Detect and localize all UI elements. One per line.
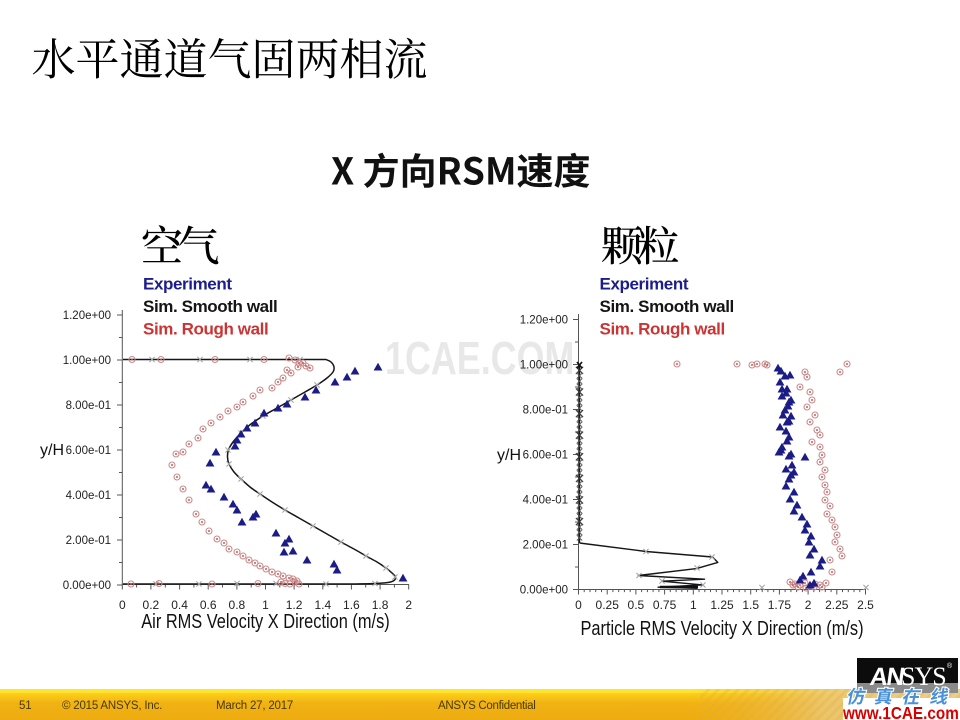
svg-text:0.00e+00: 0.00e+00 bbox=[520, 585, 568, 597]
svg-text:March 27, 2017: March 27, 2017 bbox=[216, 700, 293, 712]
svg-text:© 2015 ANSYS, Inc.: © 2015 ANSYS, Inc. bbox=[62, 700, 162, 712]
svg-text:2.5: 2.5 bbox=[857, 598, 874, 612]
svg-text:Sim. Smooth wall: Sim. Smooth wall bbox=[600, 297, 734, 316]
svg-text:Experiment: Experiment bbox=[143, 275, 232, 294]
svg-text:1: 1 bbox=[690, 598, 697, 612]
svg-text:0.00e+00: 0.00e+00 bbox=[63, 580, 111, 592]
svg-text:Sim. Smooth wall: Sim. Smooth wall bbox=[143, 297, 277, 316]
svg-text:1.75: 1.75 bbox=[768, 598, 792, 612]
svg-text:1.6: 1.6 bbox=[343, 598, 360, 612]
svg-text:Air RMS Velocity X Direction (: Air RMS Velocity X Direction (m/s) bbox=[141, 609, 389, 632]
svg-text:0: 0 bbox=[575, 598, 582, 612]
svg-text:AN: AN bbox=[868, 663, 905, 691]
svg-text:6.00e-01: 6.00e-01 bbox=[523, 450, 568, 462]
svg-text:2: 2 bbox=[805, 598, 812, 612]
svg-text:Experiment: Experiment bbox=[600, 275, 689, 294]
svg-text:0.5: 0.5 bbox=[628, 598, 645, 612]
svg-text:8.00e-01: 8.00e-01 bbox=[66, 400, 111, 412]
svg-text:Particle RMS Velocity X Direct: Particle RMS Velocity X Direction (m/s) bbox=[580, 616, 863, 639]
svg-text:0: 0 bbox=[119, 598, 126, 612]
svg-text:0.4: 0.4 bbox=[171, 598, 188, 612]
svg-text:4.00e-01: 4.00e-01 bbox=[523, 495, 568, 507]
svg-text:1.25: 1.25 bbox=[710, 598, 734, 612]
svg-text:y/H: y/H bbox=[497, 447, 521, 464]
svg-text:0.25: 0.25 bbox=[596, 598, 620, 612]
svg-text:2.00e-01: 2.00e-01 bbox=[523, 540, 568, 552]
svg-text:0.8: 0.8 bbox=[229, 598, 246, 612]
svg-text:www.1CAE.com: www.1CAE.com bbox=[842, 703, 959, 720]
svg-text:ANSYS Confidential: ANSYS Confidential bbox=[438, 700, 536, 712]
svg-text:6.00e-01: 6.00e-01 bbox=[66, 445, 111, 457]
svg-text:2: 2 bbox=[405, 598, 412, 612]
svg-text:8.00e-01: 8.00e-01 bbox=[523, 405, 568, 417]
svg-text:2.00e-01: 2.00e-01 bbox=[66, 535, 111, 547]
svg-text:0.2: 0.2 bbox=[143, 598, 160, 612]
svg-text:Sim. Rough wall: Sim. Rough wall bbox=[600, 320, 725, 339]
svg-text:4.00e-01: 4.00e-01 bbox=[66, 490, 111, 502]
svg-text:1.20e+00: 1.20e+00 bbox=[63, 310, 111, 322]
svg-text:1CAE.COM: 1CAE.COM bbox=[385, 333, 574, 384]
svg-text:0.75: 0.75 bbox=[653, 598, 677, 612]
svg-text:SYS: SYS bbox=[901, 662, 946, 691]
svg-text:1.20e+00: 1.20e+00 bbox=[520, 315, 568, 327]
svg-text:Sim. Rough wall: Sim. Rough wall bbox=[143, 320, 268, 339]
svg-text:0.6: 0.6 bbox=[200, 598, 217, 612]
svg-text:1: 1 bbox=[262, 598, 269, 612]
svg-text:1.4: 1.4 bbox=[314, 598, 331, 612]
svg-text:1.00e+00: 1.00e+00 bbox=[520, 360, 568, 372]
svg-text:1.00e+00: 1.00e+00 bbox=[63, 355, 111, 367]
svg-text:1.8: 1.8 bbox=[372, 598, 389, 612]
svg-text:®: ® bbox=[947, 662, 953, 670]
svg-text:51: 51 bbox=[19, 700, 31, 712]
svg-text:1.2: 1.2 bbox=[286, 598, 303, 612]
svg-text:1.5: 1.5 bbox=[742, 598, 759, 612]
svg-text:y/H: y/H bbox=[40, 442, 64, 459]
svg-text:2.25: 2.25 bbox=[825, 598, 849, 612]
